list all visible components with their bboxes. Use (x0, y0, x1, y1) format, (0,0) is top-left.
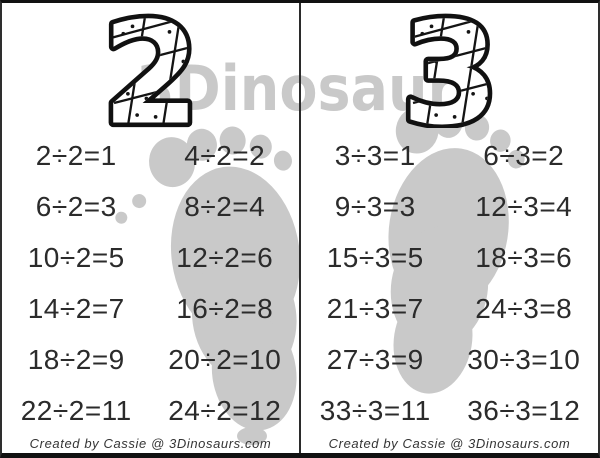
big-number-3: 3 3 (301, 3, 598, 129)
division-fact: 6÷2=3 (35, 191, 117, 223)
division-fact: 27÷3=9 (326, 343, 424, 375)
division-fact: 12÷2=6 (176, 242, 274, 274)
division-fact: 30÷3=10 (467, 343, 581, 375)
big-number-2-pattern (101, 7, 200, 127)
division-fact: 18÷3=6 (475, 242, 573, 274)
division-fact: 10÷2=5 (27, 242, 125, 274)
division-fact: 2÷2=1 (35, 140, 117, 172)
division-fact: 8÷2=4 (184, 191, 266, 223)
division-fact: 36÷3=12 (467, 394, 581, 426)
credit-line: Created by Cassie @ 3Dinosaurs.com (328, 436, 571, 451)
division-fact: 3÷3=1 (334, 140, 416, 172)
division-fact: 14÷2=7 (27, 292, 125, 324)
big-number-3-pattern (400, 7, 499, 127)
credit-line: Created by Cassie @ 3Dinosaurs.com (29, 436, 272, 451)
division-fact: 4÷2=2 (184, 140, 266, 172)
division-fact: 22÷2=11 (20, 394, 132, 426)
division-fact: 15÷3=5 (326, 242, 424, 274)
division-fact: 6÷3=2 (483, 140, 565, 172)
facts-grid-2: 2÷2=1 4÷2=2 6÷2=3 8÷2=4 10÷2=5 12÷2=6 14… (2, 129, 299, 436)
division-fact: 24÷2=12 (168, 394, 282, 426)
division-fact: 18÷2=9 (27, 343, 125, 375)
panels-row: 2 2 (2, 3, 598, 453)
division-fact: 16÷2=8 (176, 292, 274, 324)
panel-divider (299, 3, 301, 453)
division-fact: 9÷3=3 (334, 191, 416, 223)
division-fact: 21÷3=7 (326, 292, 424, 324)
division-fact: 12÷3=4 (475, 191, 573, 223)
footprint-heel-dot (237, 427, 267, 445)
big-number-2: 2 2 (2, 3, 299, 129)
facts-grid-3: 3÷3=1 6÷3=2 9÷3=3 12÷3=4 15÷3=5 18÷3=6 2… (301, 129, 598, 436)
division-fact: 20÷2=10 (168, 343, 282, 375)
division-fact: 24÷3=8 (475, 292, 573, 324)
panel-divide-by-2: 2 2 (2, 3, 299, 453)
baby-footprint-left-icon (115, 116, 329, 441)
panel-divide-by-3: 3 3 (301, 3, 598, 453)
division-fact: 33÷3=11 (319, 394, 431, 426)
